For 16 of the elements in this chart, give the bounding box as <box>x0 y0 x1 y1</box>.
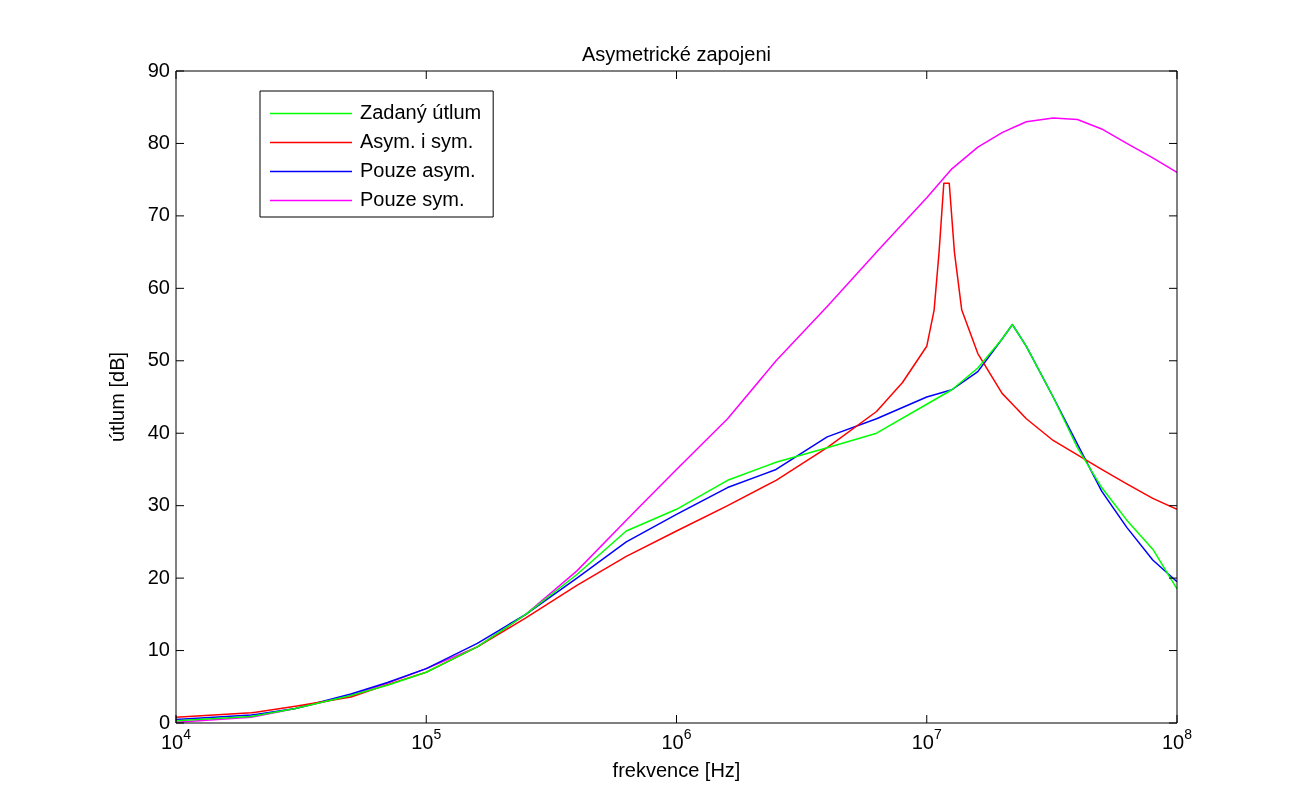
y-tick-label: 70 <box>147 203 170 226</box>
y-tick-label: 30 <box>147 493 170 516</box>
legend-label: Pouze sym. <box>360 188 465 211</box>
y-tick-label: 60 <box>147 275 170 298</box>
legend-label: Asym. i sym. <box>360 130 474 153</box>
y-axis-title: útlum [dB] <box>105 351 128 443</box>
x-axis-title: frekvence [Hz] <box>612 758 741 781</box>
y-tick-label: 50 <box>147 348 170 371</box>
y-tick-label: 10 <box>147 638 170 661</box>
y-tick-label: 40 <box>147 420 170 443</box>
y-tick-label: 20 <box>147 565 170 588</box>
y-tick-label: 90 <box>147 58 170 81</box>
legend-label: Zadaný útlum <box>360 101 482 124</box>
chart-title: Asymetrické zapojeni <box>582 42 771 65</box>
y-tick-label: 80 <box>147 130 170 153</box>
legend-label: Pouze asym. <box>360 159 476 182</box>
